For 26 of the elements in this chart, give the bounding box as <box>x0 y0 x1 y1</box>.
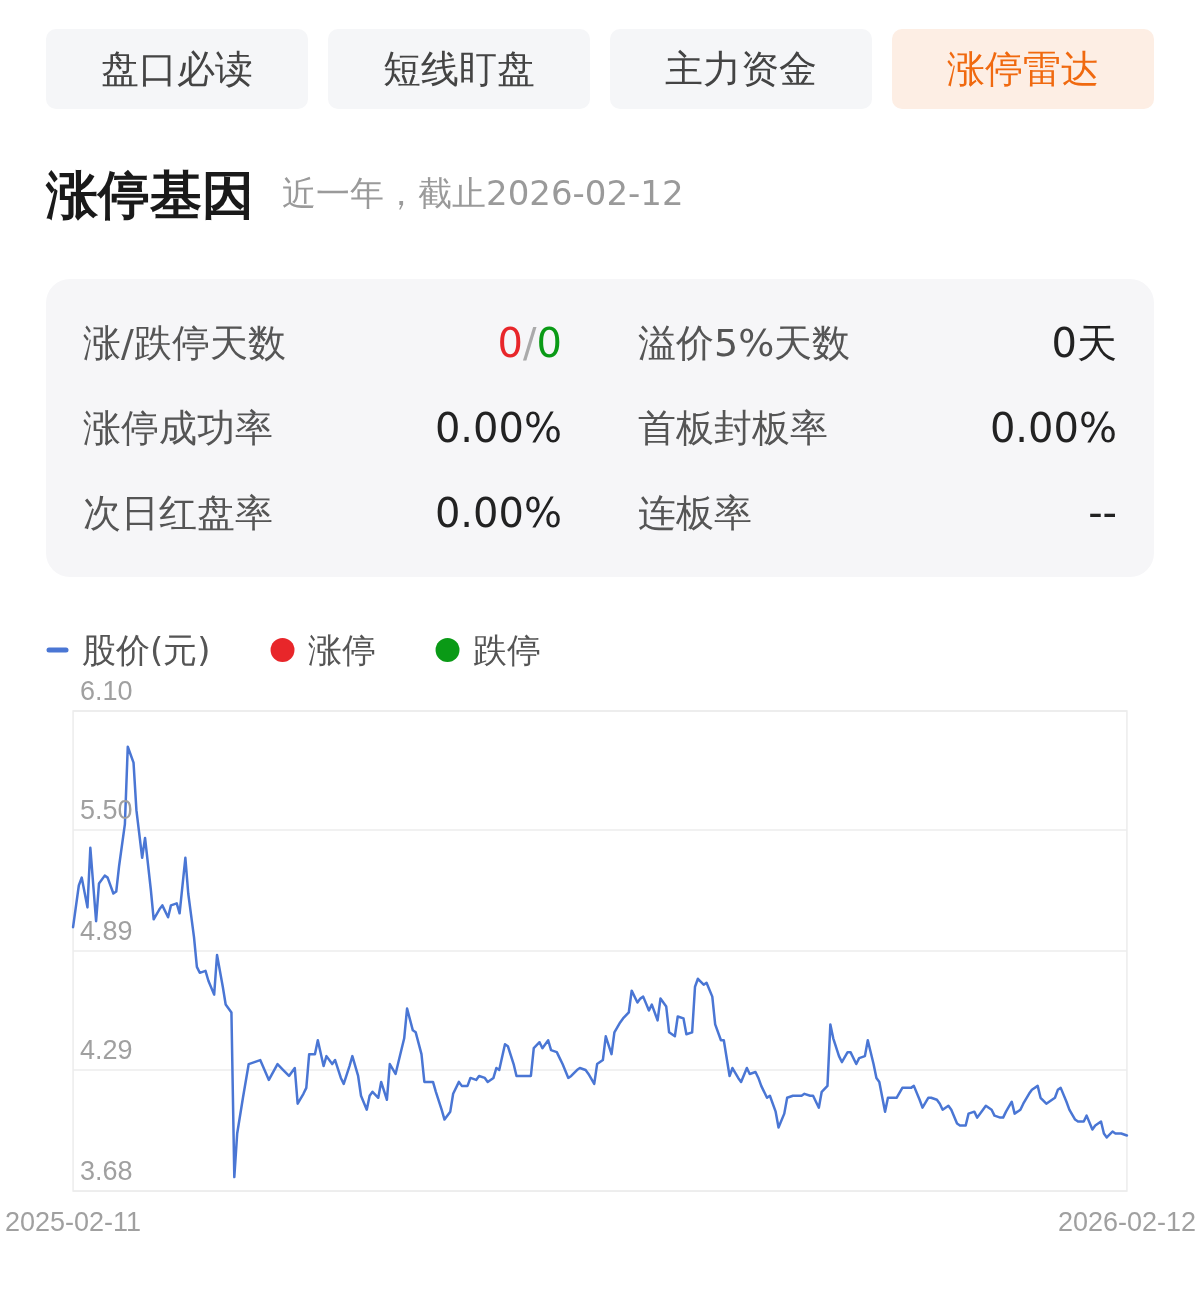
legend-label: 跌停 <box>472 630 541 670</box>
y-tick-label: 6.10 <box>80 676 133 706</box>
text: 溢价5%天数 <box>638 321 851 365</box>
text: 涨停基因 <box>45 165 254 225</box>
y-tick-label: 4.89 <box>80 916 133 946</box>
text: 首板封板率 <box>638 406 828 450</box>
text: 连板率 <box>638 491 752 535</box>
tab-button[interactable]: 短线盯盘 <box>328 29 590 109</box>
tab-button[interactable]: 盘口必读 <box>46 29 308 109</box>
legend-label: 涨停 <box>307 630 376 670</box>
text: 0.00% <box>989 405 1117 451</box>
text: 0.00% <box>434 405 562 451</box>
x-tick-label: 2026-02-12 <box>1057 1207 1196 1237</box>
text: 次日红盘率 <box>83 491 273 535</box>
text: 涨停成功率 <box>83 406 273 450</box>
x-tick-label: 2025-02-11 <box>5 1207 142 1237</box>
y-tick-label: 3.68 <box>80 1156 133 1186</box>
text: 0.00% <box>434 490 562 536</box>
text: 0天 <box>1051 320 1117 366</box>
tab-button[interactable]: 主力资金 <box>610 29 872 109</box>
legend-label: 股价(元) <box>82 630 211 670</box>
text: 涨/跌停天数 <box>83 321 286 365</box>
text: 近一年，截止2026-02-12 <box>282 173 684 213</box>
text: 0/0 <box>497 320 562 366</box>
y-tick-label: 4.29 <box>80 1035 133 1066</box>
text: -- <box>1088 490 1117 536</box>
